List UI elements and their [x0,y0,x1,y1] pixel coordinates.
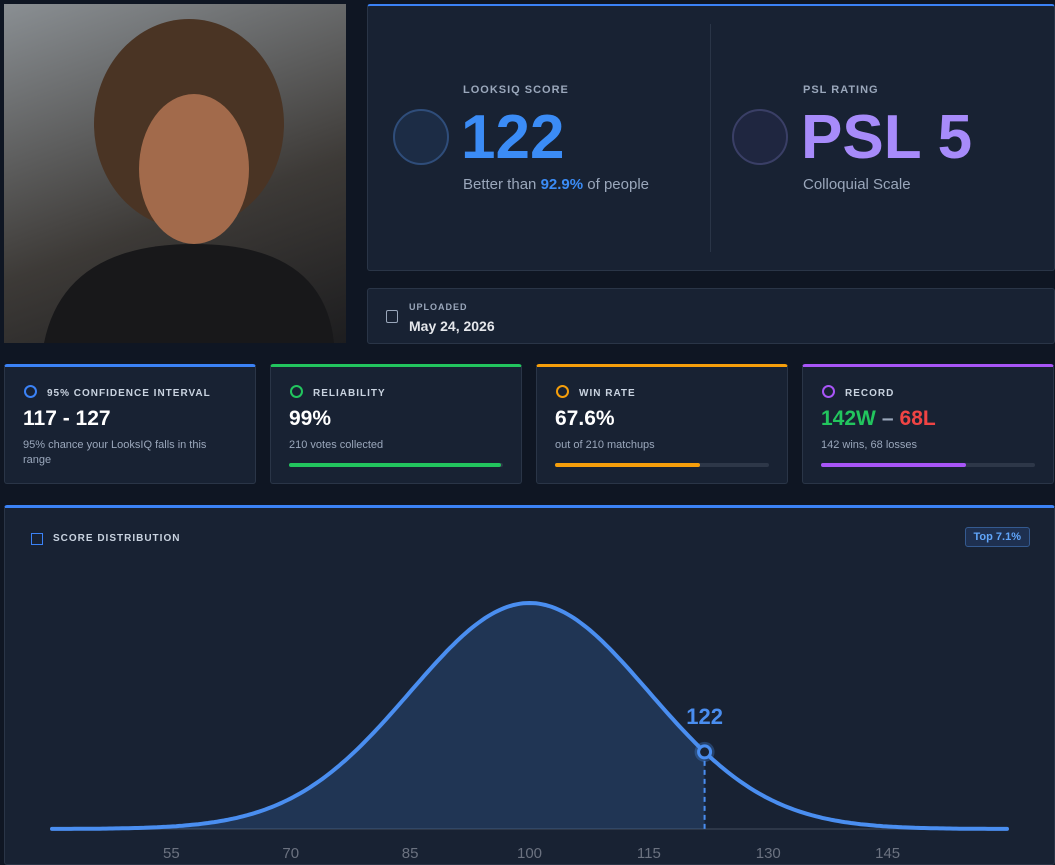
psl-caption: Colloquial Scale [803,176,911,193]
stat-caption: 95% chance your LooksIQ falls in this ra… [23,439,207,466]
score-label: LOOKSIQ SCORE [463,84,569,96]
stat-value: 142W –68L [821,407,936,431]
progress-fill [555,463,700,467]
x-tick-label: 55 [163,845,180,862]
progress-fill [289,463,501,467]
value: 67.6% [555,407,615,430]
stat-label: WIN RATE [579,388,636,399]
stat-label: RECORD [845,388,895,399]
stat-card: RECORD 142W –68L 142 wins, 68 losses [802,364,1054,484]
stat-icon [556,385,569,398]
progress-fill [821,463,966,467]
uploaded-date: May 24, 2026 [409,318,495,334]
value: 99% [289,407,332,430]
uploaded-panel: UPLOADED May 24, 2026 [367,288,1055,344]
value: 117 - 127 [23,407,111,430]
x-tick-label: 100 [517,845,542,862]
percent: 92.9% [540,176,584,193]
progress-track [289,463,503,467]
stat-icon [290,385,303,398]
chart-title: SCORE DISTRIBUTION [53,533,181,544]
psl-value: PSL 5 [801,103,973,172]
stat-value: 99% [289,407,331,431]
stat-value: 67.6% [555,407,615,431]
psl-icon [732,109,788,165]
x-tick-label: 145 [875,845,900,862]
stat-card: WIN RATE 67.6% out of 210 matchups [536,364,788,484]
chart-icon [31,533,43,545]
x-tick-label: 70 [282,845,299,862]
photo [4,4,346,343]
marker-label: 122 [686,704,723,729]
score-caption: Better than 92.9% of people [463,176,649,193]
stat-caption: out of 210 matchups [555,439,655,451]
stat-card: RELIABILITY 99% 210 votes collected [270,364,522,484]
top-badge: Top 7.1% [964,527,1030,547]
progress-track [555,463,769,467]
stat-icon [822,385,835,398]
stat-label: RELIABILITY [313,388,386,399]
score-value: 122 [461,103,565,172]
wins: 142W [821,407,876,430]
progress-track [821,463,1035,467]
stat-value: 117 - 127 [23,407,111,431]
stat-caption: 142 wins, 68 losses [821,439,917,451]
stat-caption: 210 votes collected [289,439,384,451]
density-curve [50,600,1009,831]
psl-label: PSL RATING [803,84,879,96]
distribution-panel: SCORE DISTRIBUTION Top 7.1% [4,505,1055,865]
calendar-icon [386,310,398,323]
x-tick-label: 85 [402,845,419,862]
uploaded-label: UPLOADED [409,302,468,312]
score-panel: LOOKSIQ SCORE 122 Better than 92.9% of p… [367,4,1055,271]
stat-icon [24,385,37,398]
text: Better than [463,176,537,193]
marker-point [697,744,713,760]
divider [710,24,711,252]
stat-label: 95% CONFIDENCE INTERVAL [47,388,211,399]
text: of people [587,176,650,193]
score-icon [393,109,449,165]
x-tick-label: 115 [637,845,661,862]
stat-card: 95% CONFIDENCE INTERVAL 117 - 127 95% chan… [4,364,256,484]
photo-silhouette [44,19,334,343]
dash: – [881,407,894,430]
area-below-score [52,603,705,829]
x-tick-label: 130 [756,845,781,862]
losses: 68L [899,407,936,430]
